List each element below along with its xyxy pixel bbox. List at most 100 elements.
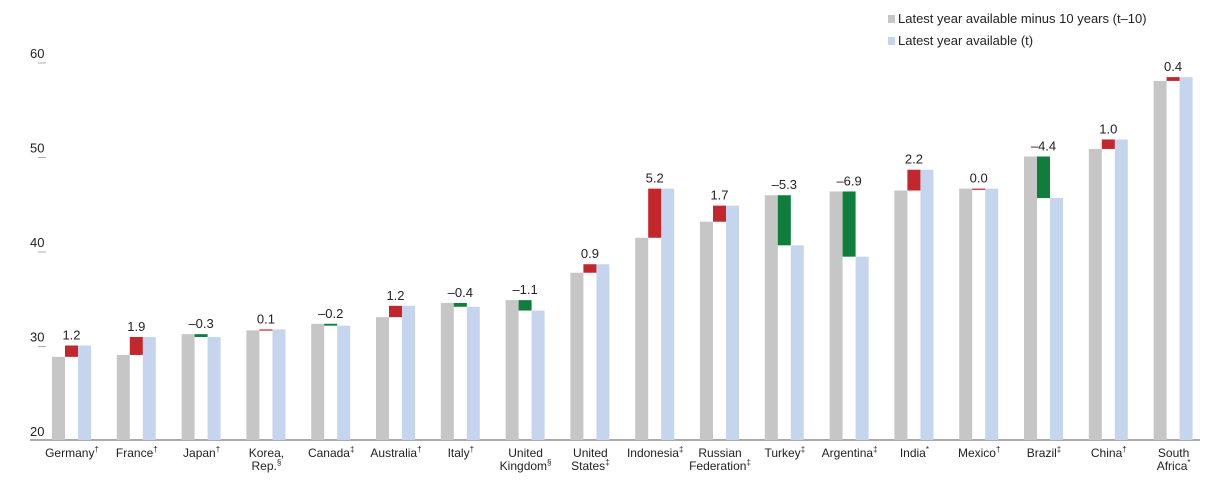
y-tick-label: 40: [30, 235, 44, 250]
bar: [1024, 156, 1037, 440]
label-text: Australia: [370, 446, 417, 460]
x-tick-label: States‡: [571, 458, 609, 473]
bar: [959, 188, 973, 440]
change-bar: [129, 336, 143, 355]
legend-label: Latest year available (t): [898, 33, 1033, 48]
bar: [764, 195, 778, 440]
label-mark: ‡: [605, 458, 609, 467]
x-tick-label: Canada‡: [308, 445, 355, 460]
x-tick-label: Indonesia‡: [627, 445, 684, 460]
change-label: –0.4: [448, 285, 473, 300]
label-mark: †: [417, 445, 421, 454]
bar: [635, 237, 649, 440]
x-tick-label: Rep.§: [251, 458, 281, 473]
change-bar: [907, 169, 921, 191]
x-tick-label: Kingdom§: [500, 458, 552, 473]
label-mark: †: [216, 445, 220, 454]
label-text: Brazil: [1027, 446, 1057, 460]
x-tick-label: China†: [1091, 445, 1127, 460]
change-bar: [324, 323, 338, 326]
change-bar: [194, 334, 208, 337]
label-mark: †: [94, 445, 98, 454]
change-bar: [1037, 156, 1050, 199]
label-text: Argentina: [822, 446, 874, 460]
change-label: –6.9: [836, 173, 861, 188]
bar: [272, 329, 286, 440]
change-bar: [583, 264, 597, 273]
label-mark: ‡: [679, 445, 683, 454]
change-bar: [389, 305, 402, 318]
x-tick-label: United: [573, 446, 608, 460]
label-text: Rep.: [251, 459, 276, 473]
bar: [440, 302, 454, 440]
label-mark: †: [996, 445, 1000, 454]
change-label: 1.2: [62, 328, 80, 343]
bar: [116, 354, 130, 440]
label-mark: ‡: [746, 458, 750, 467]
change-bar: [453, 302, 467, 307]
change-label: 1.9: [127, 319, 145, 334]
bar: [142, 336, 156, 440]
bar: [661, 188, 675, 440]
label-mark: ‡: [1057, 445, 1061, 454]
change-label: 0.1: [257, 311, 275, 326]
bar: [207, 336, 221, 440]
change-bar: [1166, 77, 1180, 81]
label-mark: ‡: [350, 445, 354, 454]
bar: [376, 317, 389, 440]
x-tick-label: Japan†: [183, 445, 220, 460]
bar: [52, 356, 65, 440]
label-mark: ‡: [801, 445, 805, 454]
bar: [311, 323, 325, 440]
bar: [1179, 77, 1193, 441]
label-text: France: [116, 446, 154, 460]
bar: [570, 272, 584, 440]
label-text: Federation: [689, 459, 746, 473]
change-label: –4.4: [1031, 139, 1056, 154]
y-tick-label: 20: [30, 424, 44, 439]
label-mark: ‡: [873, 445, 877, 454]
change-label: 0.0: [970, 171, 988, 186]
y-tick-label: 30: [30, 330, 44, 345]
label-text: Germany: [45, 446, 94, 460]
bar: [700, 221, 713, 440]
x-tick-label: France†: [116, 445, 158, 460]
label-mark: §: [277, 458, 281, 467]
change-bar: [648, 188, 662, 238]
label-mark: †: [1122, 445, 1126, 454]
x-tick-label: United: [508, 446, 543, 460]
label-text: China: [1091, 446, 1123, 460]
bar: [920, 169, 934, 441]
change-bar: [842, 191, 856, 257]
x-tick-label: Australia†: [370, 445, 421, 460]
label-text: Kingdom: [500, 459, 547, 473]
change-label: 1.7: [710, 188, 728, 203]
change-label: 2.2: [905, 152, 923, 167]
legend-label: Latest year available minus 10 years (t–…: [898, 11, 1147, 26]
change-bar: [713, 205, 726, 222]
bar: [531, 310, 545, 440]
change-bar: [972, 188, 986, 190]
change-bar: [259, 329, 273, 331]
bar: [985, 188, 999, 440]
bar: [1114, 139, 1128, 441]
bar: [466, 306, 480, 440]
x-tick-label: South: [1158, 446, 1189, 460]
label-text: States: [571, 459, 605, 473]
bar: [505, 300, 519, 440]
bar: [596, 264, 610, 440]
legend-swatch: [888, 15, 895, 23]
x-tick-label: Russian: [698, 446, 741, 460]
x-tick-label: Turkey‡: [764, 445, 805, 460]
x-tick-label: Mexico†: [958, 445, 1000, 460]
label-text: Canada: [308, 446, 350, 460]
change-bar: [65, 345, 78, 357]
change-label: 1.2: [386, 288, 404, 303]
change-label: 1.0: [1099, 121, 1117, 136]
bar: [1050, 198, 1063, 440]
x-tick-label: Brazil‡: [1027, 445, 1061, 460]
change-bar: [518, 300, 532, 311]
bar: [337, 325, 351, 440]
change-label: –0.3: [188, 316, 213, 331]
x-tick-label: Germany†: [45, 445, 99, 460]
